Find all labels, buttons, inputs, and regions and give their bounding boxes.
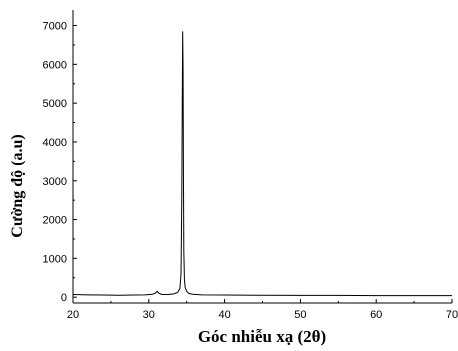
plot-frame: [72, 10, 452, 304]
y-tick-label: 3000: [43, 176, 67, 188]
y-tick-label: 2000: [43, 215, 67, 227]
x-tick-label: 60: [370, 309, 382, 321]
y-tick-label: 7000: [43, 21, 67, 33]
y-tick-label: 6000: [43, 59, 67, 71]
y-tick-label: 5000: [43, 98, 67, 110]
x-tick-label: 50: [294, 309, 306, 321]
y-tick-label: 4000: [43, 137, 67, 149]
series-line: [72, 31, 452, 297]
x-axis-title: Góc nhiễu xạ (2θ): [198, 327, 326, 346]
x-tick-label: 70: [446, 309, 458, 321]
x-tick-label: 40: [218, 309, 230, 321]
y-tick-label: 0: [61, 292, 67, 304]
x-tick-label: 30: [143, 309, 155, 321]
y-axis-ticks: 0 1000 2000 3000 4000 5000 6000 7000: [43, 21, 77, 304]
x-tick-label: 20: [67, 309, 79, 321]
x-axis-ticks: 20 30 40 50 60 70: [67, 299, 458, 321]
y-axis-title: Cường độ (a.u): [9, 134, 26, 237]
y-tick-label: 1000: [43, 253, 67, 265]
